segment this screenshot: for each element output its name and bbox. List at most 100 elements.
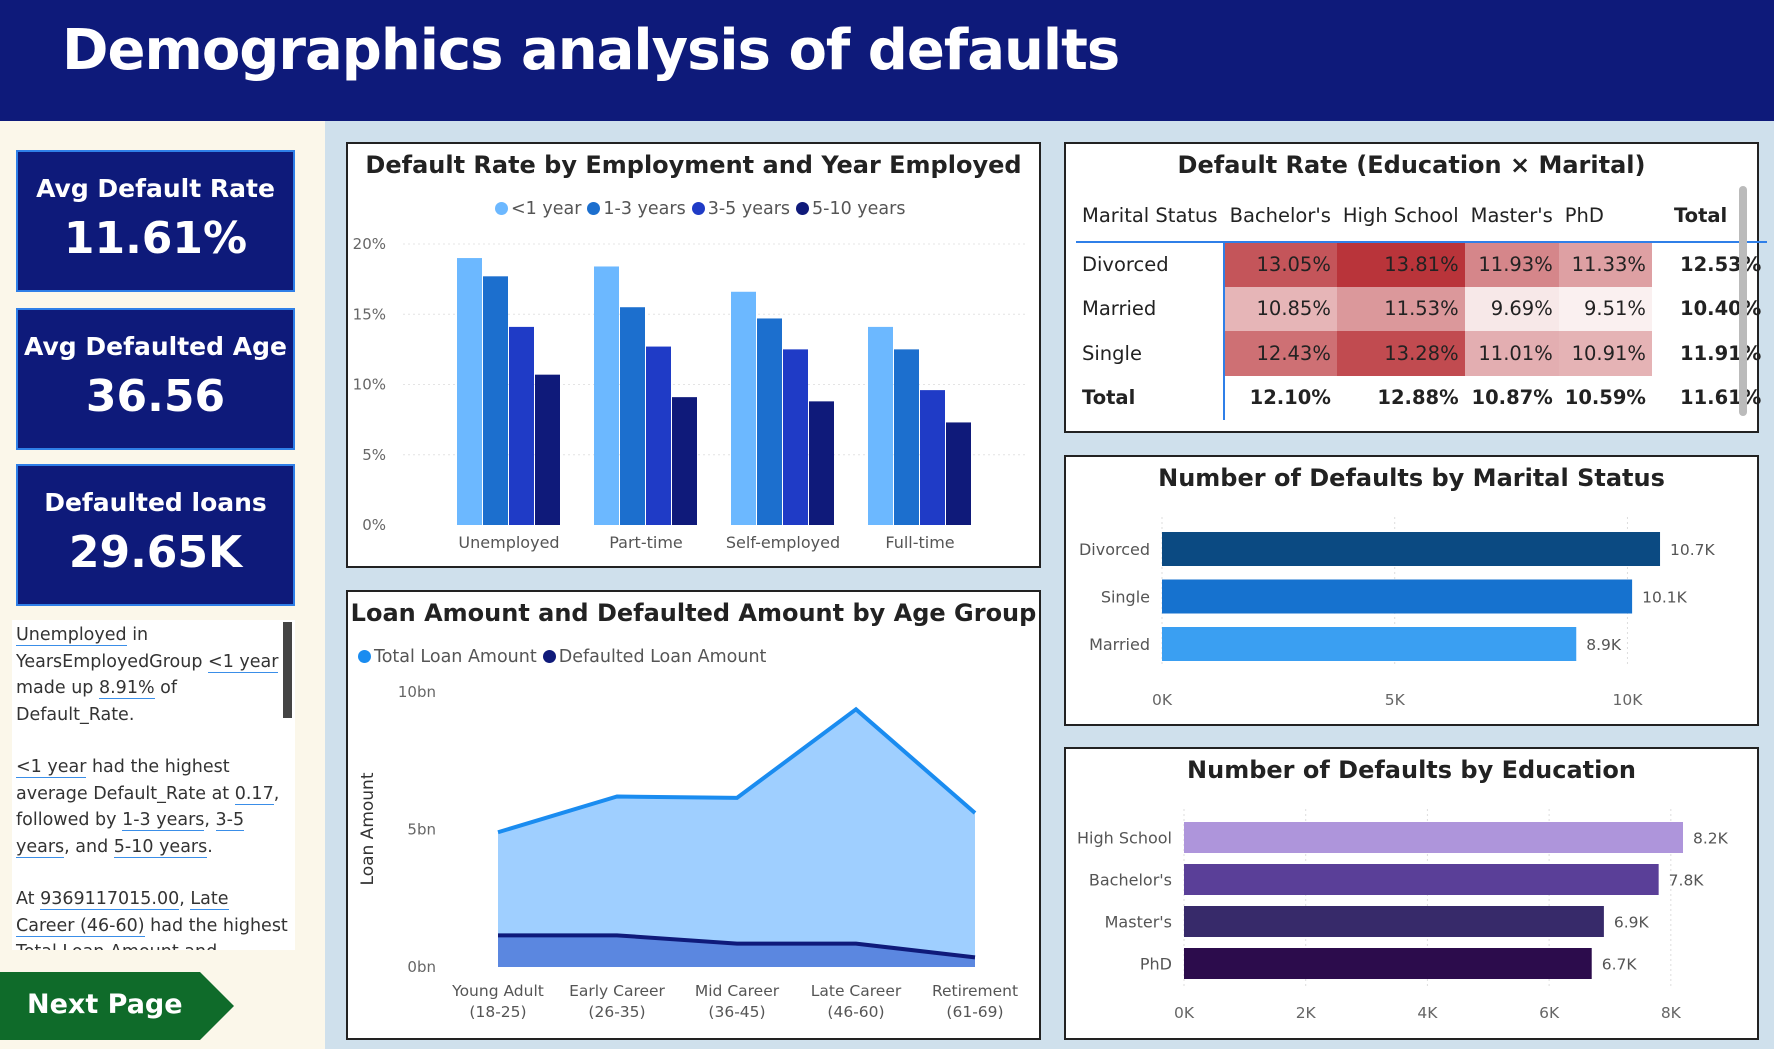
bar <box>672 397 697 525</box>
narrative-link[interactable]: Unemployed <box>16 625 127 646</box>
y-tick-label: 20% <box>353 235 386 253</box>
line-total-loan <box>497 706 977 835</box>
area-defaulted-loan <box>498 935 975 967</box>
matrix-cell: 11.01% <box>1464 331 1559 376</box>
kpi-label: Avg Default Rate <box>36 174 275 203</box>
narrative-paragraph: At 9369117015.00, Late Career (46-60) ha… <box>16 886 291 950</box>
narrative-link[interactable]: 8.91% <box>98 678 155 699</box>
narrative-scrollbar[interactable] <box>283 622 292 718</box>
kpi-label: Avg Defaulted Age <box>24 332 287 361</box>
legend-dot-icon <box>587 202 601 215</box>
legend-item[interactable]: 1-3 years <box>587 199 686 219</box>
column-header: Marital Status <box>1076 190 1224 243</box>
narrative-link[interactable]: 3-5 years <box>16 810 245 858</box>
matrix-header-row: Marital Status Bachelor's High School Maste… <box>1076 190 1768 243</box>
column-total: 12.10% <box>1249 386 1331 410</box>
kpi-value: 29.65K <box>68 527 243 578</box>
y-tick-label: 0bn <box>407 958 436 976</box>
chart-title: Loan Amount and Defaulted Amount by Age … <box>350 599 1037 627</box>
page-header: Demographics analysis of defaults <box>0 0 1774 121</box>
x-tick-label: (36-45) <box>708 1003 765 1021</box>
area-chart-svg: 10bn 5bn 0bn Loan Amount Young Adult (18-25) E… <box>358 683 1018 1021</box>
chart-legend: Total Loan Amount Defaulted Loan Amount <box>358 647 772 667</box>
y-tick-label: Single <box>1101 588 1150 607</box>
y-tick-label: 10bn <box>398 683 436 701</box>
chart-card-marital: Number of Defaults by Marital Status 0K 5… <box>1064 455 1759 726</box>
kpi-value: 36.56 <box>85 371 226 422</box>
x-tick-label: (26-35) <box>588 1003 645 1021</box>
x-tick-label: 0K <box>1174 1004 1195 1022</box>
legend-item[interactable]: 5-10 years <box>796 199 905 219</box>
data-label: 10.7K <box>1670 541 1716 559</box>
kpi-card-avg-default-rate: Avg Default Rate 11.61% <box>16 150 295 292</box>
matrix-cell: 11.53% <box>1336 286 1465 331</box>
x-tick-label: 10K <box>1613 691 1644 709</box>
bar <box>1162 627 1577 661</box>
bar <box>1184 822 1683 853</box>
row-total: 12.53% <box>1680 253 1762 277</box>
x-tick-label: Part-time <box>609 533 683 552</box>
legend-dot-icon <box>542 650 556 663</box>
narrative-link[interactable]: Late Career (46-60) <box>16 889 229 937</box>
legend-item[interactable]: <1 year <box>495 199 581 219</box>
narrative-link[interactable]: 1-3 years <box>122 810 205 831</box>
narrative-link[interactable]: <1 year <box>16 757 87 778</box>
bar <box>620 307 645 525</box>
bar <box>509 326 534 525</box>
matrix-cell: 9.69% <box>1464 286 1559 331</box>
matrix-cell: 10.91% <box>1558 331 1652 376</box>
column-total: 10.59% <box>1564 386 1646 410</box>
narrative-text: . <box>207 836 213 857</box>
narrative-text: in <box>126 625 149 645</box>
legend-item[interactable]: 3-5 years <box>691 199 790 219</box>
bar <box>594 266 619 525</box>
kpi-card-defaulted-loans: Defaulted loans 29.65K <box>16 464 295 606</box>
chart-title: Default Rate (Education × Marital) <box>1177 151 1646 179</box>
narrative-paragraph: <1 year had the highest average Default_… <box>16 754 291 860</box>
matrix-cell: 9.51% <box>1558 286 1652 331</box>
area-total-loan <box>498 709 975 967</box>
next-page-button[interactable]: Next Page <box>0 972 236 1040</box>
legend-label: <1 year <box>511 199 582 219</box>
narrative-link[interactable]: <1 year <box>208 651 279 673</box>
x-tick-label: Unemployed <box>458 533 559 552</box>
narrative-text: of Default_Rate. <box>16 678 178 725</box>
matrix-row[interactable]: Divorced 13.05% 13.81% 11.93% 11.33% 12.53% <box>1076 242 1767 287</box>
row-header: Single <box>1076 331 1225 376</box>
row-total: 10.40% <box>1680 297 1762 321</box>
narrative-link[interactable]: 5-10 years <box>113 836 208 858</box>
y-axis-label: Loan Amount <box>358 772 378 885</box>
narrative-link[interactable]: 0.17 <box>234 783 274 805</box>
bar <box>868 326 893 525</box>
matrix-total-row: Total 12.10% 12.88% 10.87% 10.59% 11.61% <box>1076 375 1767 420</box>
chart-title: Number of Defaults by Marital Status <box>1158 464 1665 492</box>
narrative-link[interactable]: 9369117015.00 <box>40 889 180 910</box>
bar <box>757 318 782 525</box>
matrix-scrollbar[interactable] <box>1739 186 1747 416</box>
arrow-shape-icon <box>0 972 234 1040</box>
matrix-row[interactable]: Single 12.43% 13.28% 11.01% 10.91% 11.91% <box>1076 331 1767 376</box>
x-tick-label: 0K <box>1152 691 1173 709</box>
bar <box>457 258 482 525</box>
legend-item[interactable]: Total Loan Amount <box>358 647 537 667</box>
legend-item[interactable]: Defaulted Loan Amount <box>542 647 766 667</box>
matrix-cell: 13.81% <box>1336 242 1465 287</box>
bar-chart-svg: 20% 15% 10% 5% 0% Unemployed Part-time Self-emp… <box>353 235 1028 552</box>
narrative-text: , <box>204 810 216 830</box>
y-tick-label: 5% <box>362 446 386 464</box>
matrix-row[interactable]: Married 10.85% 11.53% 9.69% 9.51% 10.40% <box>1076 286 1767 331</box>
narrative-text: YearsEmployedGroup <box>16 651 203 672</box>
matrix-cell: 11.93% <box>1464 242 1559 287</box>
bar <box>1184 864 1659 895</box>
data-label: 8.2K <box>1693 830 1729 848</box>
x-tick-label: Retirement <box>932 982 1018 1000</box>
next-page-label: Next Page <box>27 989 183 1020</box>
legend-label: 1-3 years <box>603 199 686 219</box>
narrative-text: At <box>16 889 41 909</box>
y-tick-label: 15% <box>353 305 386 323</box>
x-tick-label: (61-69) <box>946 1003 1003 1021</box>
chart-card-education: Number of Defaults by Education 0K 2K 4K 6K… <box>1064 747 1759 1040</box>
bar <box>783 349 808 525</box>
legend-label: Total Loan Amount <box>374 647 537 667</box>
hbar-chart-svg: 0K 2K 4K 6K 8K High School 8.2K Bachelor's 7.8K M… <box>1077 809 1729 1022</box>
